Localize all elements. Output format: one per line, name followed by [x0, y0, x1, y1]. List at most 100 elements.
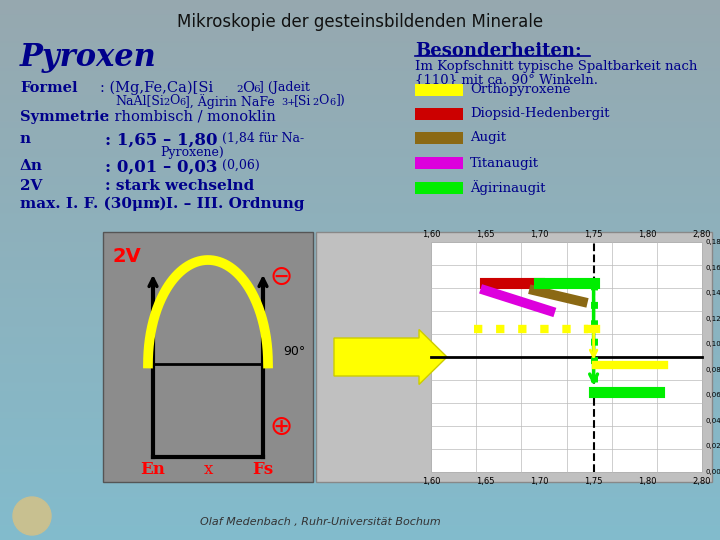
Bar	[0, 517, 720, 518]
Bar	[0, 348, 720, 349]
Bar	[0, 125, 720, 126]
Bar	[0, 440, 720, 441]
Bar	[0, 190, 720, 191]
Bar	[0, 301, 720, 302]
Bar	[415, 132, 463, 144]
Bar	[0, 398, 720, 399]
Bar	[0, 148, 720, 149]
Bar	[0, 353, 720, 354]
Bar	[0, 277, 720, 278]
Bar	[0, 436, 720, 437]
Bar	[0, 432, 720, 433]
Bar	[0, 525, 720, 526]
Text: Ägirinaugit: Ägirinaugit	[470, 180, 546, 195]
Bar	[0, 76, 720, 77]
Bar	[0, 523, 720, 524]
Bar	[0, 38, 720, 39]
Bar	[0, 496, 720, 497]
Bar	[0, 120, 720, 121]
Bar	[0, 481, 720, 482]
Bar	[0, 121, 720, 122]
Bar	[0, 515, 720, 516]
Bar	[0, 518, 720, 519]
Bar	[0, 252, 720, 253]
Bar	[0, 441, 720, 442]
Bar	[0, 228, 720, 229]
Bar	[0, 199, 720, 200]
Bar	[0, 309, 720, 310]
Bar	[0, 361, 720, 362]
Text: max. I. F. (30μm): max. I. F. (30μm)	[20, 197, 166, 211]
Bar	[0, 13, 720, 14]
Bar	[0, 26, 720, 27]
Bar	[0, 444, 720, 445]
Bar	[0, 315, 720, 316]
Bar	[0, 499, 720, 500]
Bar	[0, 417, 720, 418]
Bar	[0, 477, 720, 478]
Bar	[0, 426, 720, 427]
Bar	[0, 451, 720, 452]
Bar	[0, 411, 720, 412]
Text: 0,14: 0,14	[705, 290, 720, 296]
Bar	[0, 383, 720, 384]
Bar	[0, 531, 720, 532]
Bar	[0, 505, 720, 506]
Bar	[0, 425, 720, 426]
Bar	[0, 510, 720, 511]
Bar	[0, 303, 720, 304]
Bar	[0, 319, 720, 320]
Bar	[0, 468, 720, 469]
Bar	[0, 132, 720, 133]
Bar	[0, 4, 720, 5]
Bar	[0, 460, 720, 461]
Bar	[0, 254, 720, 255]
Bar	[0, 202, 720, 203]
Bar	[0, 187, 720, 188]
Bar	[0, 530, 720, 531]
Bar	[0, 269, 720, 270]
Text: 1,80: 1,80	[639, 477, 657, 486]
Bar	[0, 455, 720, 456]
Bar	[0, 478, 720, 479]
Bar	[0, 324, 720, 325]
Bar	[0, 135, 720, 136]
Bar	[0, 360, 720, 361]
Bar	[0, 275, 720, 276]
Bar	[0, 231, 720, 232]
Bar	[0, 504, 720, 505]
Bar	[0, 401, 720, 402]
Bar	[0, 403, 720, 404]
Bar	[0, 431, 720, 432]
Text: 0,10: 0,10	[705, 341, 720, 347]
Bar	[0, 509, 720, 510]
Bar	[0, 63, 720, 64]
Bar	[0, 259, 720, 260]
Bar	[0, 410, 720, 411]
Bar	[0, 345, 720, 346]
Bar	[0, 182, 720, 183]
Bar	[0, 240, 720, 241]
Bar	[0, 486, 720, 487]
Bar	[0, 197, 720, 198]
Bar	[0, 428, 720, 429]
Bar	[0, 419, 720, 420]
Bar	[0, 443, 720, 444]
Bar	[0, 508, 720, 509]
Bar	[0, 53, 720, 54]
Bar	[0, 413, 720, 414]
Bar	[0, 393, 720, 394]
Bar	[0, 109, 720, 110]
Bar	[0, 194, 720, 195]
Bar	[0, 186, 720, 187]
Bar	[0, 35, 720, 36]
Bar	[0, 305, 720, 306]
Bar	[0, 159, 720, 160]
Bar	[0, 265, 720, 266]
Bar	[0, 118, 720, 119]
Bar	[0, 51, 720, 52]
Bar	[0, 64, 720, 65]
Bar	[0, 387, 720, 388]
Bar	[0, 10, 720, 11]
Bar	[0, 253, 720, 254]
